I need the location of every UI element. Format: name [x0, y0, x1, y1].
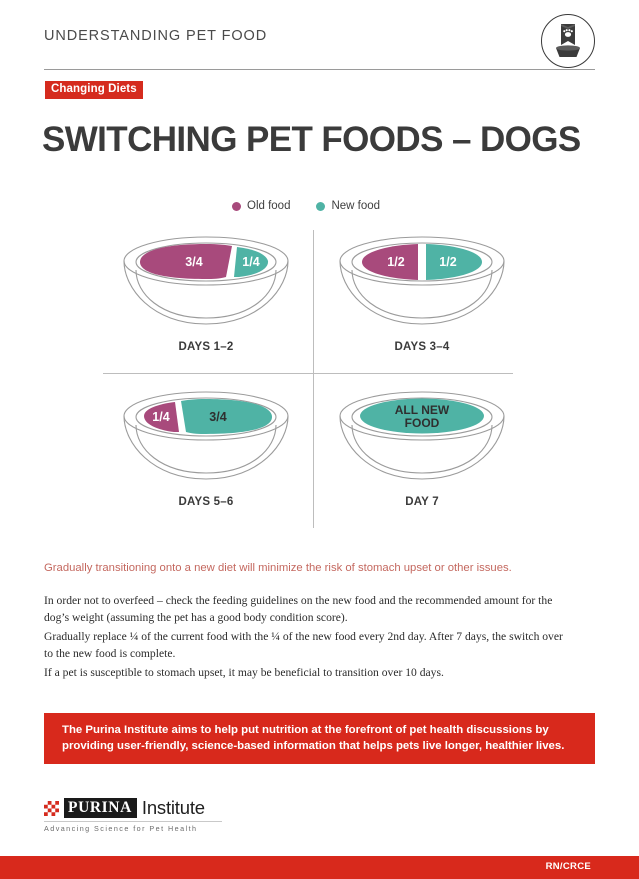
purina-checkerboard-icon: [44, 800, 59, 816]
legend-dot-icon: [316, 201, 326, 211]
cell-new-value: 1/2: [439, 255, 456, 269]
diagram-cell-days-3-4: 1/2 1/2 DAYS 3–4: [322, 228, 522, 373]
cell-old-value: 3/4: [185, 255, 202, 269]
bowl-illustration: 1/2 1/2: [322, 228, 522, 343]
legend-label-old-food: Old food: [247, 200, 291, 212]
cell-full-label-line2: FOOD: [405, 416, 440, 430]
bottom-bar-code: RN/CRCE: [545, 861, 591, 872]
legend-dot-icon: [232, 201, 241, 211]
cell-label-days-3-4: DAYS 3–4: [394, 341, 450, 353]
legend-item-new-food: New food: [316, 200, 380, 212]
purina-institute-logo: PURINA Institute Advancing Science for P…: [44, 798, 274, 836]
page-header: UNDERSTANDING PET FOOD: [44, 14, 595, 70]
mission-callout: The Purina Institute aims to help put nu…: [44, 713, 595, 764]
cell-old-value: 1/2: [387, 255, 404, 269]
legend-label-new-food: New food: [331, 200, 381, 212]
bowl-illustration: 1/4 3/4: [106, 383, 306, 498]
page-title: SWITCHING PET FOODS – DOGS: [42, 120, 581, 159]
logo-tagline: Advancing Science for Pet Health: [44, 824, 198, 834]
lead-paragraph: Gradually transitioning onto a new diet …: [44, 562, 512, 574]
pet-food-bag-and-bowl-icon: [541, 14, 595, 68]
diagram-cell-days-1-2: 3/4 1/4 DAYS 1–2: [106, 228, 306, 373]
logo-word-institute: Institute: [141, 796, 205, 818]
diagram-cell-days-5-6: 1/4 3/4 DAYS 5–6: [106, 383, 306, 528]
cell-label-day-7: DAY 7: [405, 496, 439, 508]
chart-legend: Old food New food: [232, 200, 380, 212]
logo-wordmark-row: PURINA Institute: [44, 796, 274, 819]
switching-schedule-diagram: 3/4 1/4 DAYS 1–2 1/2 1/2: [100, 228, 530, 533]
cell-label-days-5-6: DAYS 5–6: [178, 496, 234, 508]
logo-brand-purina: PURINA: [64, 798, 137, 819]
cell-full-label-line1: ALL NEW: [395, 403, 450, 417]
cell-old-value: 1/4: [152, 410, 169, 424]
diagram-cell-day-7: ALL NEW FOOD DAY 7: [322, 383, 522, 528]
section-tag: Changing Diets: [45, 81, 143, 99]
legend-item-old-food: Old food: [232, 200, 290, 212]
bottom-bar: RN/CRCE: [0, 856, 639, 879]
bowl-illustration: ALL NEW FOOD: [322, 383, 522, 498]
cell-new-value: 3/4: [209, 410, 226, 424]
body-paragraph-3: If a pet is susceptible to stomach upset…: [44, 666, 444, 679]
diagram-vertical-divider: [313, 230, 314, 528]
header-kicker: UNDERSTANDING PET FOOD: [44, 28, 268, 44]
mission-callout-text: The Purina Institute aims to help put nu…: [62, 723, 565, 752]
body-paragraph-1: In order not to overfeed – check the fee…: [44, 594, 553, 624]
cell-label-days-1-2: DAYS 1–2: [178, 341, 234, 353]
bowl-illustration: 3/4 1/4: [106, 228, 306, 343]
logo-divider: [44, 821, 222, 823]
header-divider: [44, 69, 595, 70]
cell-new-value: 1/4: [242, 255, 259, 269]
body-paragraph-2: Gradually replace ¼ of the current food …: [44, 630, 563, 660]
diagram-horizontal-divider: [103, 373, 513, 374]
